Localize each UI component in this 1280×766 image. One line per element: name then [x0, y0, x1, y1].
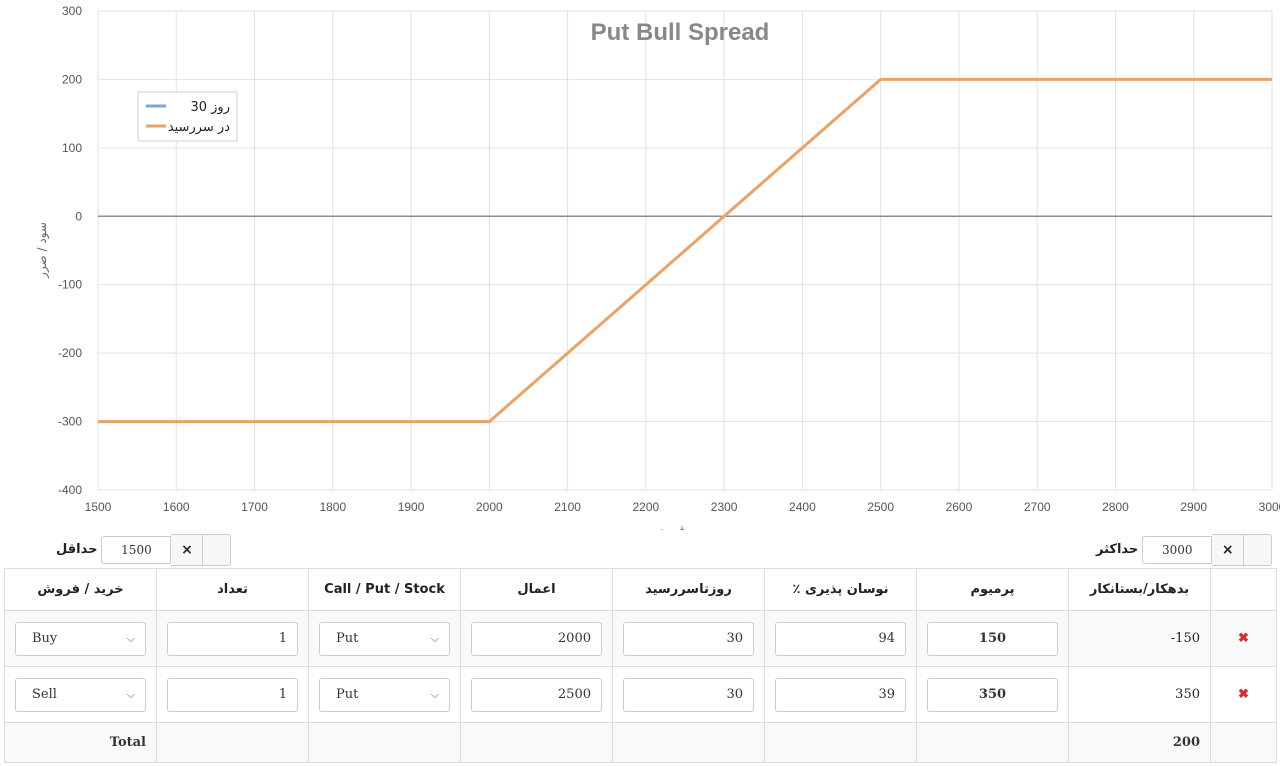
y-tick-label: -200 [58, 346, 82, 360]
x-tick-label: 1600 [163, 500, 190, 514]
x-axis-label: قیمت [657, 523, 685, 530]
chart-title: Put Bull Spread [591, 19, 770, 46]
y-tick-label: -300 [58, 415, 82, 429]
x-tick-label: 2200 [633, 500, 660, 514]
header-type: Call / Put / Stock [308, 568, 461, 611]
x-tick-label: 2500 [867, 500, 894, 514]
x-tick-label: 2800 [1102, 500, 1129, 514]
x-tick-label: 2900 [1180, 500, 1207, 514]
side-select[interactable]: Buy ⌵ [15, 621, 146, 656]
quantity-input[interactable]: 1 [167, 621, 298, 656]
x-tick-label: 1700 [241, 500, 268, 514]
quantity-input[interactable]: 1 [167, 677, 298, 712]
type-value: Put [336, 631, 359, 646]
min-label: حداقل [56, 542, 98, 557]
chevron-down-icon: ⌵ [430, 631, 439, 645]
strike-input[interactable]: 2500 [471, 677, 602, 712]
delete-row-button[interactable]: ✖ [1210, 666, 1277, 723]
days-input[interactable]: 30 [623, 677, 754, 712]
volatility-input[interactable]: 94 [775, 621, 906, 656]
payoff-chart: 1500 1600 1700 1800 1900 2000 2100 2200 2300 2400… [35, 4, 1280, 530]
legs-table: خرید / فروش تعداد Call / Put / Stock اعم… [4, 568, 1277, 763]
volatility-input[interactable]: 39 [775, 677, 906, 712]
legend-label: در سررسید [168, 120, 230, 135]
side-value: Buy [32, 631, 58, 646]
x-tick-label: 2600 [946, 500, 973, 514]
x-tick-label: 2300 [711, 500, 738, 514]
header-actions [1210, 568, 1277, 611]
total-value: 200 [1068, 722, 1211, 763]
table-row: Sell ⌵ 1 Put ⌵ 2500 30 39 350 350 ✖ [4, 666, 1277, 723]
series-line [98, 77, 1272, 424]
x-tick-label: 1900 [398, 500, 425, 514]
min-input[interactable]: 1500 [101, 535, 172, 564]
legend-label: 30 روز [190, 100, 230, 115]
strike-input[interactable]: 2000 [471, 621, 602, 656]
chevron-down-icon: ⌵ [126, 631, 135, 645]
table-row: Buy ⌵ 1 Put ⌵ 2000 30 94 150 -150 ✖ [4, 610, 1277, 667]
chevron-down-icon: ⌵ [430, 687, 439, 701]
max-clear-button[interactable]: × [1212, 533, 1245, 566]
debit-credit-value: -150 [1068, 610, 1211, 667]
table-header-row: خرید / فروش تعداد Call / Put / Stock اعم… [4, 568, 1277, 611]
total-label: Total [4, 722, 157, 763]
y-axis-label: سود / ضرر [35, 222, 50, 279]
min-range-control: حداقل 1500 × [52, 533, 232, 566]
header-debit-credit: بدهکار/بستانکار [1068, 568, 1211, 611]
delete-row-button[interactable]: ✖ [1210, 610, 1277, 667]
chevron-down-icon: ⌵ [126, 687, 135, 701]
close-icon: × [181, 541, 193, 558]
x-tick-label: 3000 [1259, 500, 1280, 514]
x-tick-label: 1800 [319, 500, 346, 514]
y-tick-label: -400 [58, 483, 82, 497]
header-days: روزتاسررسید [612, 568, 765, 611]
y-tick-label: 0 [75, 209, 82, 223]
y-tick-label: 300 [62, 4, 82, 18]
y-tick-label: -100 [58, 278, 82, 292]
type-select[interactable]: Put ⌵ [319, 677, 450, 712]
x-tick-label: 2700 [1024, 500, 1051, 514]
y-tick-label: 100 [62, 141, 82, 155]
premium-input[interactable]: 150 [927, 621, 1058, 656]
delete-icon: ✖ [1238, 687, 1249, 702]
header-volatility: ٪ نوسان پذیری [764, 568, 917, 611]
y-tick-label: 200 [62, 72, 82, 86]
type-select[interactable]: Put ⌵ [319, 621, 450, 656]
side-select[interactable]: Sell ⌵ [15, 677, 146, 712]
days-input[interactable]: 30 [623, 621, 754, 656]
header-premium: پرمیوم [916, 568, 1069, 611]
x-tick-label: 2100 [554, 500, 581, 514]
legend-box [137, 91, 238, 142]
min-extra-button[interactable] [203, 533, 232, 566]
max-label: حداکثر [1096, 542, 1139, 557]
debit-credit-value: 350 [1068, 666, 1211, 723]
header-strike: اعمال [460, 568, 613, 611]
x-tick-label: 2000 [476, 500, 503, 514]
side-value: Sell [32, 687, 57, 702]
total-row: Total 200 [4, 722, 1277, 763]
premium-input[interactable]: 350 [927, 677, 1058, 712]
close-icon: × [1221, 541, 1234, 558]
x-tick-label: 1500 [85, 500, 112, 514]
header-quantity: تعداد [156, 568, 309, 611]
min-clear-button[interactable]: × [171, 533, 204, 566]
max-input[interactable]: 3000 [1142, 535, 1213, 564]
header-side: خرید / فروش [4, 568, 157, 611]
delete-icon: ✖ [1238, 631, 1249, 646]
x-tick-label: 2400 [789, 500, 816, 514]
max-extra-button[interactable] [1244, 533, 1273, 566]
max-range-control: حداکثر 3000 × [1092, 533, 1273, 566]
type-value: Put [336, 687, 359, 702]
